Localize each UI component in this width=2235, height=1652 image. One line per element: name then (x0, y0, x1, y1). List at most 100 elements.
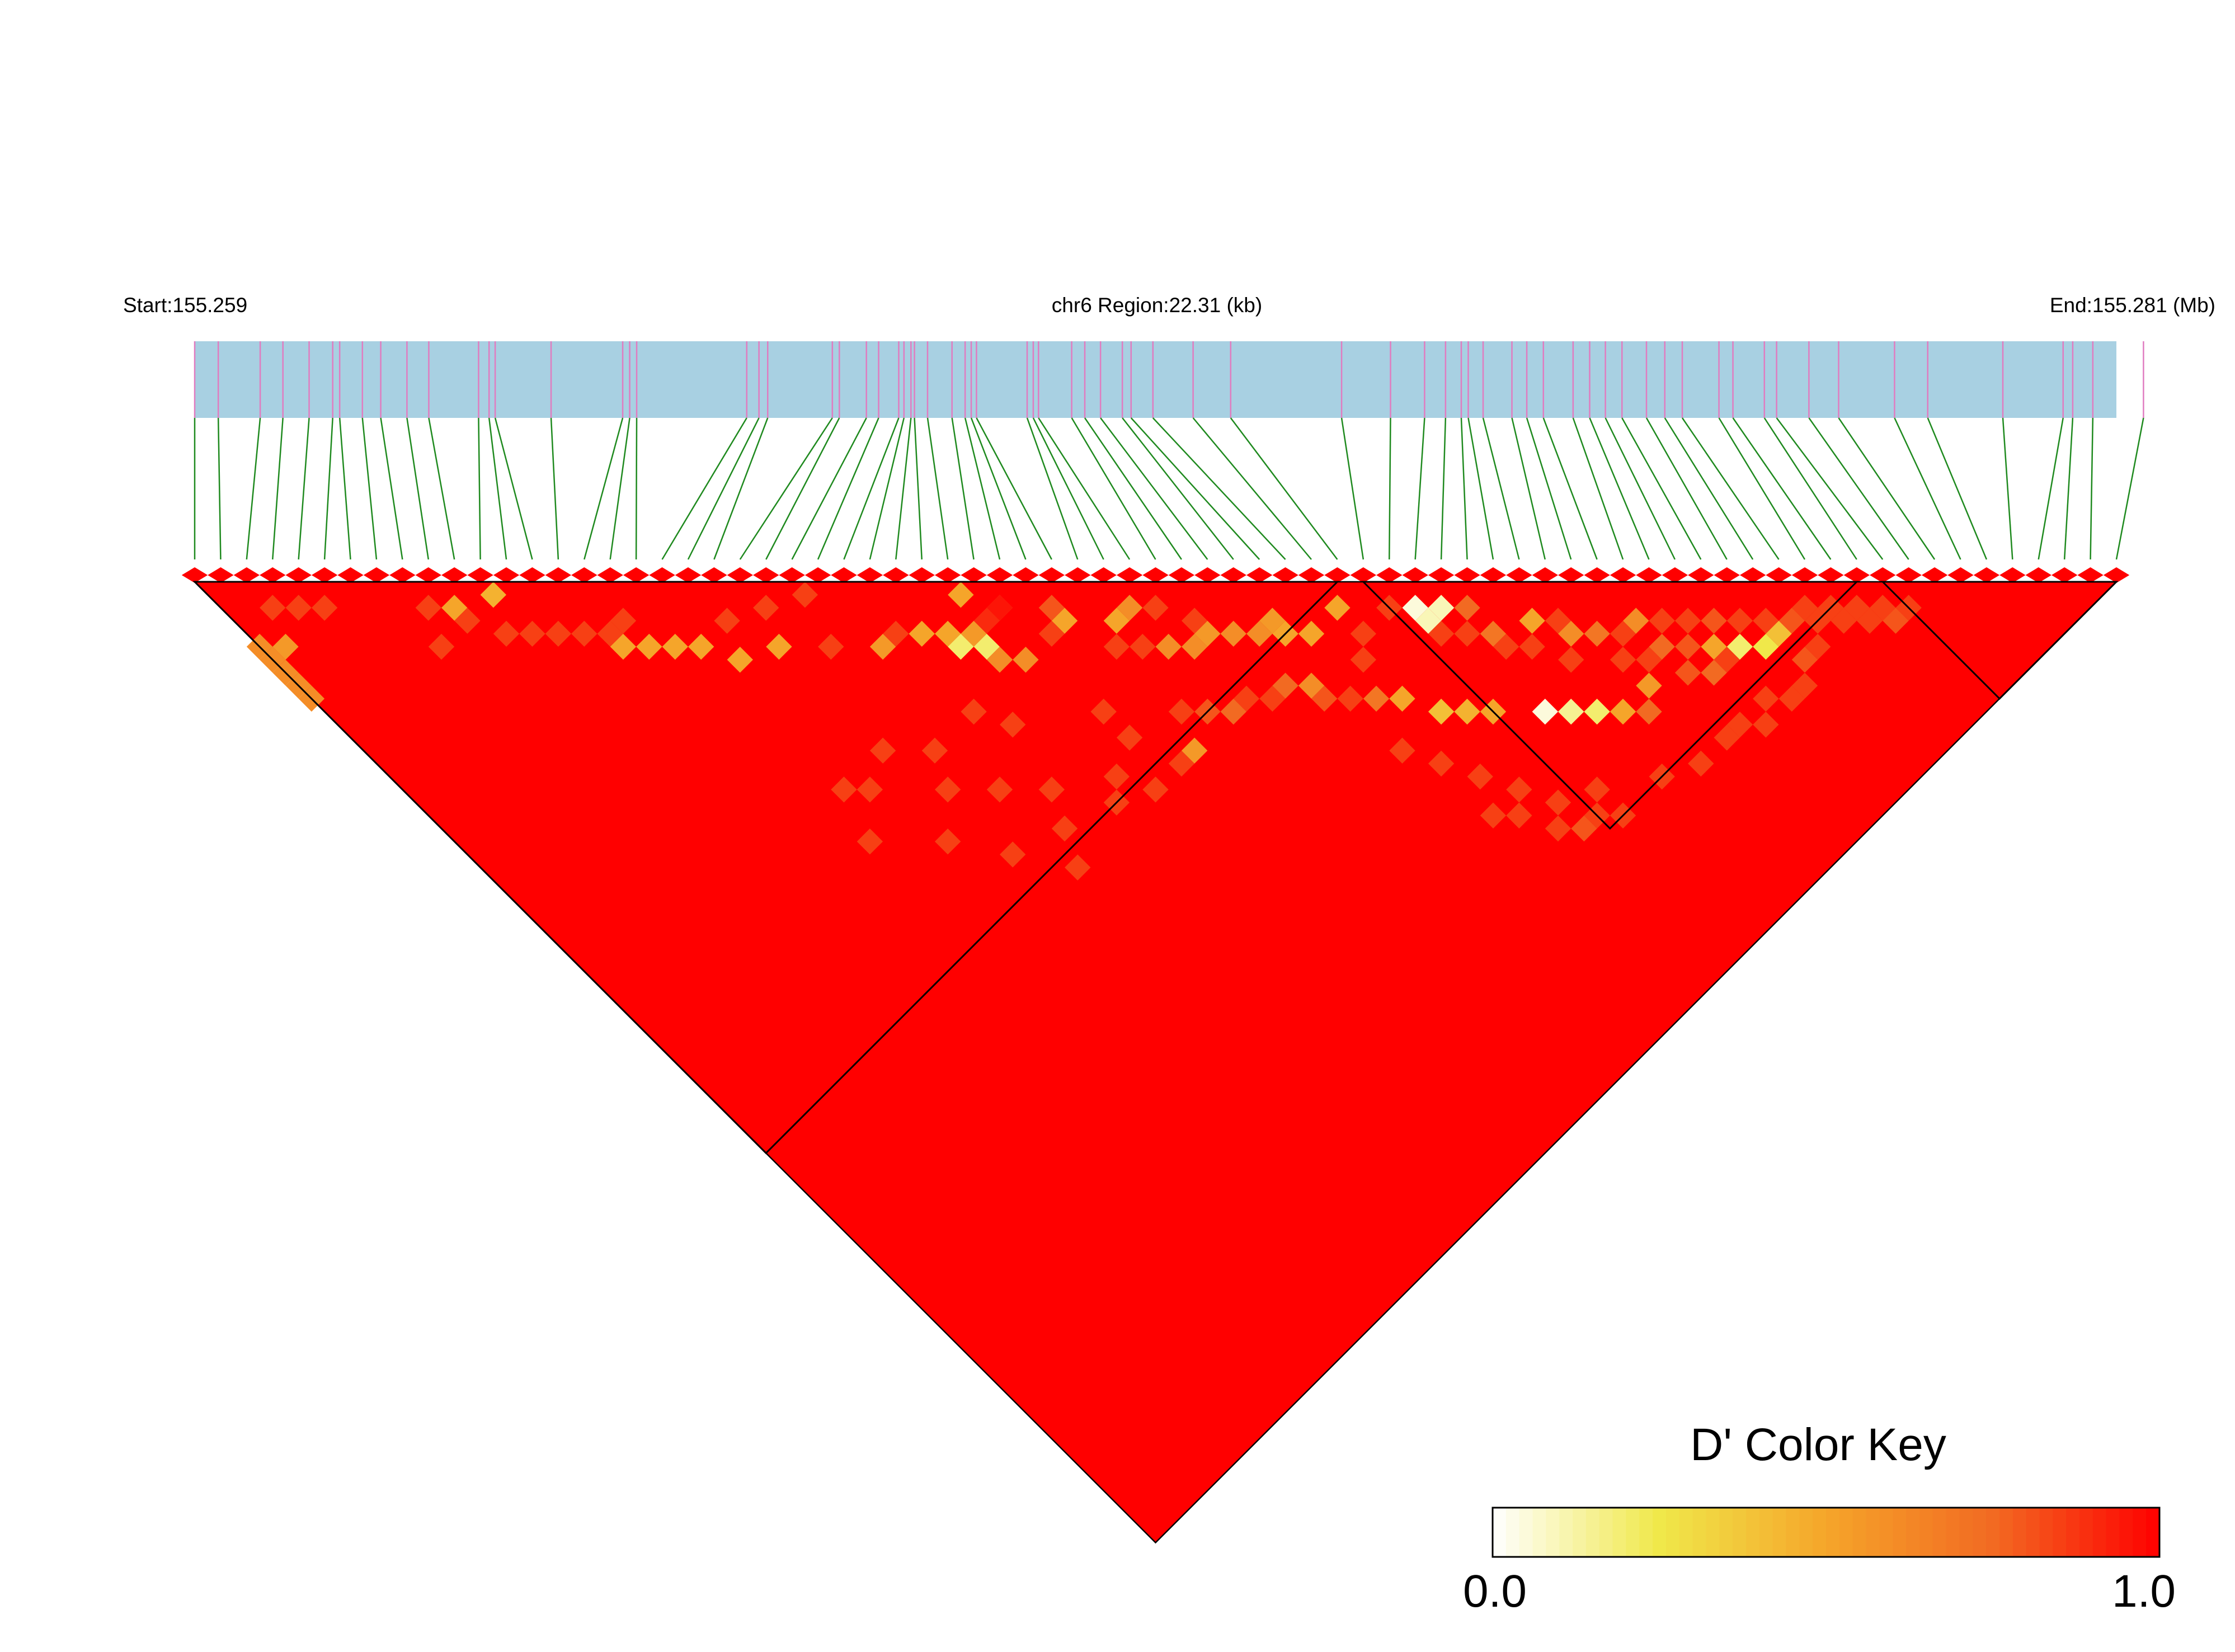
color-key: D' Color Key 0.0 1.0 (1463, 1419, 2176, 1617)
snp-marker (1999, 567, 2026, 583)
ld-cell (986, 776, 1013, 803)
snp-marker (1246, 567, 1273, 583)
snp-marker (493, 567, 520, 583)
ld-cell (480, 582, 507, 608)
snp-connector (687, 417, 760, 560)
ld-cell (1636, 698, 1662, 725)
ld-cell (493, 620, 520, 647)
ld-cell (1350, 647, 1377, 673)
ld-cell (986, 647, 1013, 673)
snp-connector (1152, 417, 1286, 560)
snp-marker (857, 567, 883, 583)
snp-connector (2115, 417, 2144, 560)
snp-connector (951, 417, 975, 560)
ld-cell (688, 633, 714, 660)
snp-marker (337, 567, 364, 583)
ld-cell (1130, 633, 1156, 660)
color-key-max-label: 1.0 (2112, 1566, 2176, 1617)
ld-cell (1701, 660, 1727, 686)
haplotype-block-outline (192, 581, 1340, 1155)
snp-connector (1100, 417, 1208, 560)
ld-cell (1519, 633, 1545, 660)
ld-cell (1584, 698, 1610, 725)
snp-marker (467, 567, 493, 583)
snp-marker (1558, 567, 1584, 583)
ld-cell (1337, 685, 1363, 712)
ld-cell (948, 633, 974, 660)
ld-cell (662, 633, 688, 660)
snp-connector (661, 417, 747, 560)
ld-cell (961, 620, 987, 647)
snp-marker (441, 567, 468, 583)
chromosome-region-bar (195, 341, 2116, 418)
ld-cell (1038, 776, 1065, 803)
ld-cell (1038, 620, 1065, 647)
color-key-band (1559, 1508, 1573, 1557)
color-key-min-label: 0.0 (1463, 1566, 1527, 1617)
ld-cell (1363, 685, 1390, 712)
snp-marker (1843, 567, 1870, 583)
snp-connector (1122, 417, 1234, 560)
ld-cell (1558, 620, 1584, 647)
snp-connector (380, 417, 403, 560)
snp-connector (791, 417, 867, 560)
ld-cell (1791, 647, 1818, 673)
color-key-band (1813, 1508, 1827, 1557)
ld-cell (1389, 737, 1415, 764)
snp-marker (986, 567, 1013, 583)
snp-connector (964, 417, 1001, 560)
snp-connector (765, 417, 840, 560)
snp-connector (217, 417, 222, 560)
snp-diamond-markers (181, 567, 2130, 583)
snp-marker (649, 567, 675, 583)
snp-marker (1480, 567, 1507, 583)
ld-cell (831, 776, 857, 803)
color-key-band (1585, 1508, 1600, 1557)
ld-cell (1181, 633, 1208, 660)
ld-cell (1610, 647, 1636, 673)
ld-cell (1506, 802, 1532, 829)
ld-cell (1623, 608, 1649, 634)
ld-cell (1545, 789, 1571, 816)
color-key-band (1653, 1508, 1667, 1557)
ld-cell (1259, 685, 1286, 712)
color-key-band (2079, 1508, 2093, 1557)
snp-marker (1895, 567, 1922, 583)
color-key-band (1973, 1508, 1987, 1557)
snp-marker (260, 567, 286, 583)
snp-connector (1389, 417, 1391, 560)
color-key-band (2119, 1508, 2134, 1557)
region-start-label: Start:155.259 (123, 294, 247, 317)
color-key-title: D' Color Key (1690, 1419, 1946, 1470)
snp-connector (1032, 417, 1104, 560)
snp-marker (2051, 567, 2078, 583)
ld-cell (753, 595, 779, 621)
ld-cell (1051, 815, 1078, 842)
snp-connector (1572, 417, 1624, 560)
color-key-band (1932, 1508, 1947, 1557)
ld-cell (1155, 633, 1182, 660)
snp-marker (934, 567, 961, 583)
ld-cell (1674, 633, 1701, 660)
snp-marker (1947, 567, 1974, 583)
ld-cell (1843, 595, 1870, 621)
color-key-band (2133, 1508, 2147, 1557)
snp-connector (428, 417, 455, 560)
ld-cell (1065, 854, 1091, 881)
ld-dprime-cells (246, 582, 1922, 881)
snp-marker (1532, 567, 1558, 583)
ld-cell (1103, 633, 1130, 660)
ld-cell (766, 633, 792, 660)
color-key-band (1706, 1508, 1720, 1557)
snp-marker (1298, 567, 1325, 583)
snp-marker (701, 567, 727, 583)
ld-cell (1753, 633, 1779, 660)
color-key-band (1839, 1508, 1853, 1557)
color-key-band (1866, 1508, 1880, 1557)
color-key-band (1612, 1508, 1627, 1557)
color-key-band (1639, 1508, 1653, 1557)
ld-cell (857, 776, 883, 803)
color-key-band (1505, 1508, 1520, 1557)
region-title: chr6 Region:22.31 (kb) (1052, 294, 1262, 317)
